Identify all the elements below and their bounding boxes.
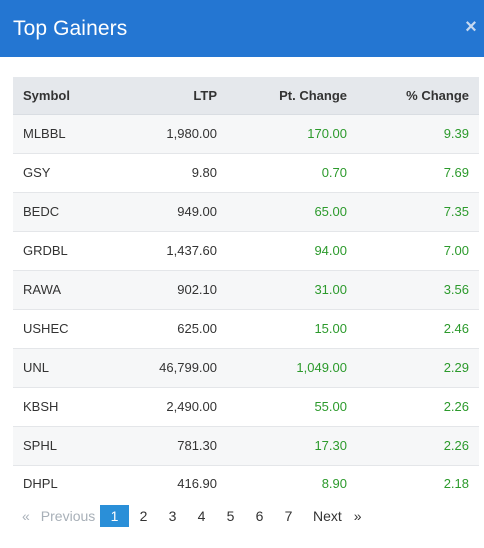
column-header-ltp[interactable]: LTP [123,77,217,115]
cell-ltp: 46,799.00 [159,360,217,375]
cell-pt-change: 15.00 [314,321,347,336]
cell-symbol[interactable]: KBSH [23,399,59,414]
cell-symbol[interactable]: UNL [23,360,50,375]
cell-ltp: 416.90 [177,475,217,491]
table-row[interactable]: GSY 9.80 0.70 7.69 [13,153,479,192]
cell-pct-change: 2.29 [443,360,469,375]
cell-pct-change: 2.18 [443,475,469,491]
page-1-button[interactable]: 1 [100,505,129,527]
cell-symbol[interactable]: GRDBL [23,243,68,258]
cell-pt-change: 170.00 [307,126,347,141]
cell-ltp: 1,980.00 [166,126,217,141]
column-header-pct-change[interactable]: % Change [347,77,479,115]
cell-symbol[interactable]: MLBBL [23,126,66,141]
cell-pct-change: 3.56 [443,282,469,297]
gainers-table-container: Symbol LTP Pt. Change % Change MLBBL 1,98… [13,77,479,501]
cell-ltp: 625.00 [177,321,217,336]
next-label: Next [313,508,342,524]
cell-pct-change: 7.00 [443,243,469,258]
page-7-button[interactable]: 7 [284,508,293,524]
cell-ltp: 9.80 [191,165,217,180]
page-6-button[interactable]: 6 [255,508,264,524]
table-row[interactable]: MLBBL 1,980.00 170.00 9.39 [13,114,479,153]
cell-ltp: 781.30 [177,438,217,453]
cell-pct-change: 2.46 [443,321,469,336]
close-icon[interactable]: × [465,16,477,38]
cell-pct-change: 2.26 [443,438,469,453]
cell-ltp: 2,490.00 [166,399,217,414]
cell-ltp: 949.00 [177,204,217,219]
table-header: Symbol LTP Pt. Change % Change [13,77,479,115]
table-body: MLBBL 1,980.00 170.00 9.39 GSY 9.80 0.70 7.69 BE… [13,114,479,501]
cell-symbol[interactable]: USHEC [23,321,69,336]
cell-pt-change: 8.90 [321,475,347,491]
table-row[interactable]: GRDBL 1,437.60 94.00 7.00 [13,231,479,270]
table-row[interactable]: UNL 46,799.00 1,049.00 2.29 [13,348,479,387]
page-4-button[interactable]: 4 [197,508,206,524]
table-row[interactable]: KBSH 2,490.00 55.00 2.26 [13,387,479,426]
table-row[interactable]: USHEC 625.00 15.00 2.46 [13,309,479,348]
table-row[interactable]: DHPL 416.90 8.90 2.18 [13,465,479,501]
gainers-table: Symbol LTP Pt. Change % Change MLBBL 1,98… [13,77,479,501]
modal-title: Top Gainers [13,17,128,40]
cell-symbol[interactable]: SPHL [23,438,57,453]
cell-ltp: 1,437.60 [166,243,217,258]
page-2-button[interactable]: 2 [139,508,148,524]
cell-pt-change: 65.00 [314,204,347,219]
cell-symbol[interactable]: BEDC [23,204,60,219]
cell-symbol[interactable]: RAWA [23,282,62,297]
cell-pct-change: 7.35 [443,204,469,219]
cell-symbol[interactable]: DHPL [23,475,58,491]
table-row[interactable]: RAWA 902.10 31.00 3.56 [13,270,479,309]
next-page-button[interactable]: Next » [303,505,373,527]
cell-pt-change: 94.00 [314,243,347,258]
cell-pct-change: 7.69 [443,165,469,180]
cell-ltp: 902.10 [177,282,217,297]
next-arrow-icon: » [353,508,362,524]
cell-symbol[interactable]: GSY [23,165,51,180]
table-row[interactable]: SPHL 781.30 17.30 2.26 [13,426,479,465]
cell-pt-change: 55.00 [314,399,347,414]
previous-arrow-icon: « [22,508,30,524]
cell-pt-change: 17.30 [314,438,347,453]
page-3-button[interactable]: 3 [168,508,177,524]
table-header-row: Symbol LTP Pt. Change % Change [13,77,479,115]
page-5-button[interactable]: 5 [226,508,235,524]
cell-pt-change: 0.70 [321,165,347,180]
cell-pct-change: 9.39 [443,126,469,141]
cell-pt-change: 1,049.00 [296,360,347,375]
column-header-symbol[interactable]: Symbol [13,77,123,115]
column-header-pt-change[interactable]: Pt. Change [217,77,347,115]
previous-label: Previous [40,508,96,524]
cell-pt-change: 31.00 [314,282,347,297]
previous-page-button[interactable]: « Previous [13,505,100,527]
cell-pct-change: 2.26 [443,399,469,414]
modal-header: Top Gainers × [0,0,484,57]
table-row[interactable]: BEDC 949.00 65.00 7.35 [13,192,479,231]
